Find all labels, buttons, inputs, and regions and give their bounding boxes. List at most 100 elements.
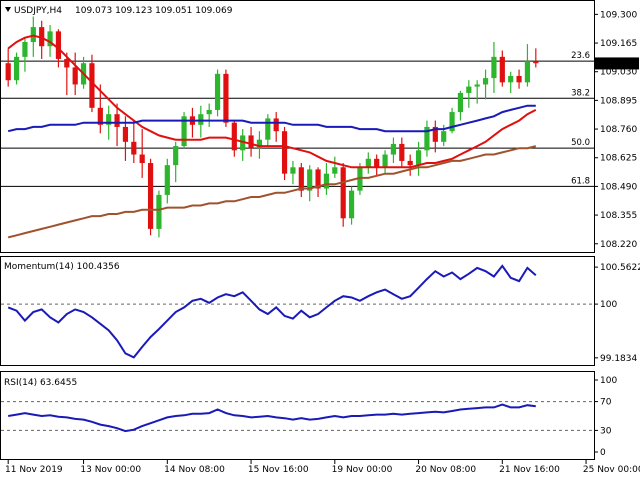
candle-body [156, 194, 162, 229]
x-tick-label: 11 Nov 2019 [5, 465, 63, 475]
momentum-line [7, 264, 537, 359]
price-tag-label: 109.069 [598, 60, 635, 70]
candle-body [499, 56, 505, 83]
fib-label-50.0: 50.0 [571, 138, 590, 148]
candle-body [474, 84, 480, 87]
candle-body [256, 139, 263, 149]
rsi-panel: 100 70 30 0 RSI(14) 63.6455 [0, 371, 617, 460]
candle-body [432, 126, 438, 142]
candle-body [348, 190, 355, 219]
candle-body [139, 154, 145, 164]
momentum-y-axis: 100.5622 100 99.1834 [594, 263, 640, 364]
x-tick-label: 20 Nov 08:00 [415, 465, 476, 475]
main-panel-frame [0, 0, 595, 253]
rsi-line [8, 403, 536, 433]
candle-body [114, 114, 120, 127]
time-axis: 11 Nov 2019 13 Nov 00:00 14 Nov 08:00 15 No… [5, 460, 640, 475]
main-y-axis: 109.300 109.165 109.030 108.895 108.760 108.6… [594, 10, 637, 250]
sma-fast-line [7, 34, 537, 169]
symbol-label: USDJPY,H4 [14, 6, 62, 16]
candle-body [273, 118, 279, 132]
candle-body [390, 143, 397, 155]
candle-body [13, 56, 20, 81]
candle-body [5, 63, 11, 81]
y-tick-label: 100 [600, 300, 617, 310]
candle-body [508, 75, 514, 83]
candle-body [206, 109, 212, 115]
candle-body [323, 173, 330, 189]
candle-body [89, 63, 95, 108]
y-tick-label: 108.760 [600, 125, 637, 135]
candle-body [449, 112, 455, 132]
x-tick-label: 13 Nov 00:00 [80, 465, 141, 475]
candle-body [516, 75, 522, 83]
candlesticks [5, 16, 539, 238]
chart-header: USDJPY,H4 109.073 109.123 109.051 109.06… [5, 6, 233, 16]
fib-label-61.8: 61.8 [571, 176, 590, 186]
candle-body [415, 150, 422, 166]
candle-body [466, 86, 472, 93]
x-tick-label: 14 Nov 08:00 [164, 465, 225, 475]
momentum-panel-frame [0, 256, 595, 366]
y-tick-label: 108.220 [600, 240, 637, 250]
candle-body [533, 61, 539, 64]
momentum-title: Momentum(14) 100.4356 [4, 262, 120, 272]
candle-body [223, 73, 229, 123]
candle-body [22, 41, 28, 57]
y-tick-label: 109.165 [600, 39, 637, 49]
candle-body [340, 167, 346, 219]
ohlc-label: 109.073 109.123 109.051 109.069 [75, 6, 233, 16]
moving-averages [7, 34, 537, 239]
rsi-reference-lines [1, 401, 594, 431]
x-tick-label: 25 Nov 00:00 [583, 465, 640, 475]
y-tick-label: 108.625 [600, 154, 637, 164]
candle-body [382, 154, 388, 168]
main-price-panel: 23.638.250.061.8 109.300109.165109.03010… [0, 0, 639, 253]
candle-body [198, 114, 204, 125]
candle-body [307, 169, 313, 191]
candle-body [240, 135, 246, 151]
candle-body [55, 31, 62, 59]
candle-body [72, 67, 78, 85]
candle-body [181, 116, 187, 147]
x-tick-label: 15 Nov 16:00 [248, 465, 309, 475]
candle-body [147, 163, 154, 229]
fib-label-23.6: 23.6 [571, 51, 590, 61]
y-tick-label: 30 [600, 426, 612, 436]
candle-body [457, 92, 464, 113]
sma-mid-line [7, 104, 536, 133]
candle-body [131, 141, 137, 155]
candle-body [231, 122, 237, 151]
candle-body [30, 27, 36, 42]
candle-body [491, 56, 497, 79]
candle-body [315, 169, 321, 189]
rsi-series [8, 403, 536, 433]
candle-body [164, 165, 170, 195]
candle-body [248, 135, 254, 149]
rsi-y-axis: 100 70 30 0 [594, 376, 617, 458]
candle-body [407, 160, 413, 166]
y-tick-label: 0 [600, 448, 606, 458]
momentum-series [7, 264, 537, 359]
y-tick-label: 70 [600, 398, 612, 408]
candle-body [482, 78, 489, 85]
momentum-panel: 100.5622 100 99.1834 Momentum(14) 100.4356 [0, 256, 640, 366]
candle-body [290, 167, 296, 174]
y-tick-label: 109.030 [600, 68, 637, 78]
candle-body [173, 146, 179, 166]
rsi-title: RSI(14) 63.6455 [4, 378, 77, 388]
current-price-tag: 109.069 [595, 57, 639, 70]
collapse-triangle-icon[interactable] [5, 7, 11, 12]
candle-body [97, 107, 103, 125]
y-tick-label: 100 [600, 376, 617, 386]
candle-body [298, 167, 304, 191]
candle-body [332, 167, 338, 174]
candle-body [424, 126, 430, 151]
candle-body [265, 118, 271, 140]
candle-body [214, 73, 221, 110]
candle-body [47, 31, 53, 47]
y-tick-label: 108.490 [600, 182, 637, 192]
candle-body [281, 131, 288, 174]
x-tick-label: 21 Nov 16:00 [499, 465, 560, 475]
